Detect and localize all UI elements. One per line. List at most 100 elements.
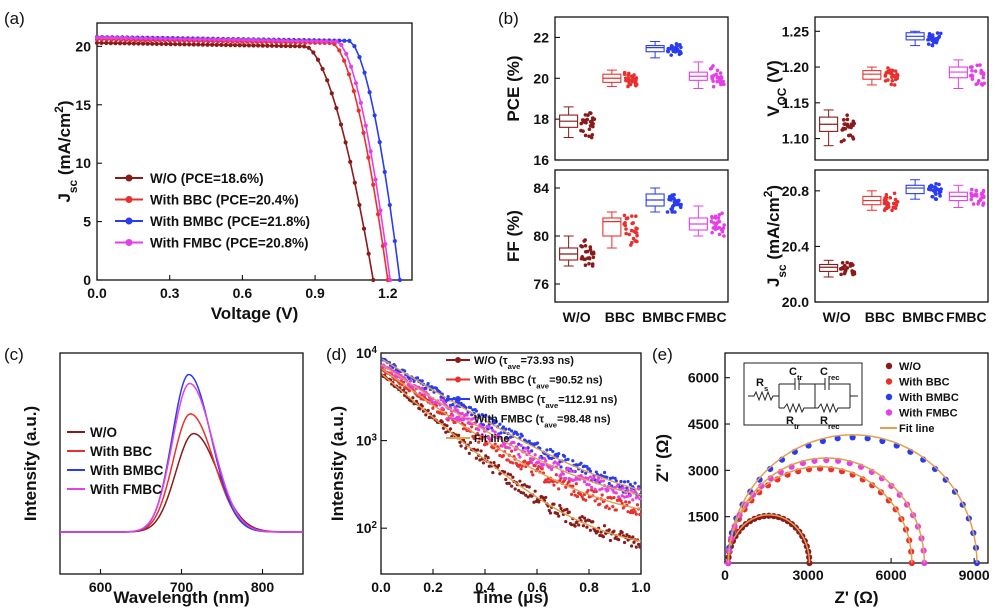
data-point-bbc xyxy=(622,70,627,75)
jv-marker-fmbc xyxy=(114,35,119,41)
jv-marker-wo xyxy=(329,91,334,96)
jv-marker-bmbc xyxy=(357,55,362,60)
y-tick-label: 20 xyxy=(533,70,549,86)
legend-marker-fmbc xyxy=(455,415,461,422)
eis-point-fmbc xyxy=(878,475,886,482)
data-point-bmbc xyxy=(672,200,677,204)
legend-label-fit: Fit line xyxy=(474,433,509,445)
data-point-bbc xyxy=(633,239,638,243)
circuit-label-rs: Rs xyxy=(756,377,768,393)
resistors-tr-rec xyxy=(779,384,850,414)
trpl-point-wo xyxy=(559,506,563,511)
trpl-point-wo xyxy=(601,535,605,539)
jv-marker-bmbc xyxy=(382,169,387,175)
jv-marker-bmbc xyxy=(362,70,367,75)
trpl-point-bbc xyxy=(567,479,571,484)
jv-marker-fmbc xyxy=(241,37,246,43)
jv-marker-wo xyxy=(99,40,104,46)
trpl-point-fmbc xyxy=(586,476,590,481)
trpl-point-fmbc xyxy=(418,391,422,395)
x-tick-label: 700 xyxy=(170,579,194,595)
trpl-point-fmbc xyxy=(620,494,624,498)
jv-marker-wo xyxy=(117,41,123,46)
trpl-point-bmbc xyxy=(424,386,428,391)
trpl-point-bmbc xyxy=(562,454,567,458)
trpl-point-bmbc xyxy=(510,429,514,433)
x-tick-label: 0.2 xyxy=(423,579,443,595)
trpl-point-wo xyxy=(638,545,642,549)
trpl-point-wo xyxy=(484,454,488,458)
axes-frame xyxy=(724,352,989,564)
trpl-point-fmbc xyxy=(593,487,597,491)
trpl-point-wo xyxy=(637,542,641,546)
panel-e: 0 3000 6000 9000 1500 3000 4500 6000 Z' (Ω) Z'' (… xyxy=(653,352,990,607)
trpl-point-wo xyxy=(591,520,595,524)
y-axis-label: Jsc (mA/cm2) xyxy=(761,185,789,287)
data-point-bmbc xyxy=(927,32,932,36)
trpl-point-bmbc xyxy=(420,379,424,383)
legend-label-fmbc: With FMBC xyxy=(90,482,162,497)
data-point-wo xyxy=(583,243,588,248)
jv-marker-fmbc xyxy=(388,277,393,283)
trpl-point-bmbc xyxy=(551,449,555,454)
trpl-point-bmbc xyxy=(535,441,540,445)
trpl-point-fmbc xyxy=(453,406,457,410)
data-point-fmbc xyxy=(973,69,978,73)
trpl-point-bbc xyxy=(607,507,611,511)
trpl-point-fmbc xyxy=(440,406,444,410)
trpl-point-bbc xyxy=(634,512,638,516)
y-tick-label: 1.20 xyxy=(782,59,809,75)
trpl-point-fmbc xyxy=(451,413,455,417)
jv-marker-wo xyxy=(200,42,205,47)
trpl-point-bmbc xyxy=(557,451,561,456)
trpl-point-wo xyxy=(511,475,515,479)
trpl-point-wo xyxy=(631,535,635,539)
jv-marker-wo xyxy=(140,41,146,46)
axes-frame xyxy=(554,16,729,161)
trpl-point-bbc xyxy=(606,496,610,500)
jv-marker-wo xyxy=(315,57,321,62)
trpl-point-bmbc xyxy=(415,376,420,380)
trpl-point-wo xyxy=(578,516,582,520)
x-tick-label: 600 xyxy=(89,579,113,595)
trpl-point-wo xyxy=(445,424,449,428)
data-point-bmbc xyxy=(678,43,682,47)
jv-marker-wo xyxy=(145,41,150,46)
trpl-point-wo xyxy=(582,516,587,520)
trpl-point-wo xyxy=(580,515,584,519)
trpl-point-wo xyxy=(620,530,624,535)
data-point-bbc xyxy=(892,74,896,78)
trpl-point-fmbc xyxy=(572,469,576,473)
trpl-point-fmbc xyxy=(477,428,481,432)
data-point-wo xyxy=(840,128,844,132)
trpl-point-bbc xyxy=(580,495,584,499)
circuit-frame xyxy=(743,362,863,426)
jv-marker-fmbc xyxy=(143,36,148,41)
data-point-bmbc xyxy=(927,35,932,40)
x-tick-label: 1.0 xyxy=(631,579,651,595)
trpl-point-wo xyxy=(517,489,521,493)
jv-marker-wo xyxy=(334,106,339,111)
fit-line-bmbc xyxy=(727,434,978,564)
data-point-wo xyxy=(583,133,588,138)
trpl-point-fmbc xyxy=(420,386,424,390)
trpl-point-bbc xyxy=(598,502,602,506)
legend-marker-fmbc xyxy=(885,409,893,416)
trpl-point-wo xyxy=(527,485,531,489)
trpl-point-fmbc xyxy=(568,469,573,473)
data-point-bmbc xyxy=(679,51,683,55)
fit-line-fmbc xyxy=(381,364,642,496)
jv-marker-fmbc xyxy=(295,38,300,43)
trpl-point-bbc xyxy=(627,500,631,504)
y-axis-label: Z'' (Ω) xyxy=(653,434,672,482)
data-point-fmbc xyxy=(969,73,974,77)
x-axis-label: Time (μs) xyxy=(473,588,548,607)
trpl-point-fmbc xyxy=(486,436,490,440)
data-point-bbc xyxy=(631,221,636,225)
data-point-bmbc xyxy=(669,198,673,202)
trpl-point-bbc xyxy=(537,464,541,469)
jv-marker-fmbc xyxy=(261,38,266,43)
trpl-point-bbc xyxy=(531,473,535,477)
data-point-wo xyxy=(845,117,850,122)
data-point-bmbc xyxy=(674,46,679,50)
